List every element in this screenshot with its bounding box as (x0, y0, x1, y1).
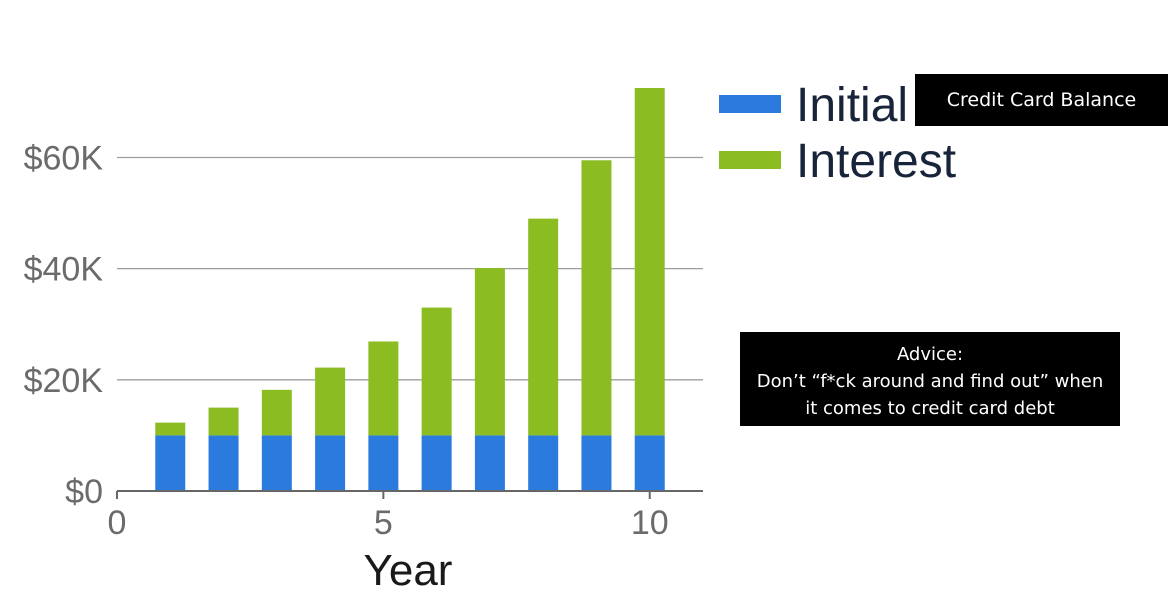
legend-swatch-interest (719, 151, 781, 169)
legend-label-initial: Initial (796, 79, 908, 132)
y-tick-label: $20K (24, 362, 104, 400)
bar-initial (208, 435, 239, 491)
advice-heading: Advice: (896, 344, 964, 365)
bar-initial (261, 435, 292, 491)
bar-interest (528, 218, 559, 436)
bar-initial (421, 435, 452, 491)
y-tick-label: $60K (24, 139, 104, 177)
bar-initial (315, 435, 346, 491)
x-tick-label: 10 (631, 504, 669, 542)
bar-initial (155, 435, 186, 491)
bar-interest (315, 367, 346, 436)
bar-initial (581, 435, 612, 491)
gridlines (117, 156, 703, 381)
bar-interest (474, 268, 505, 436)
legend-label-interest: Interest (796, 135, 956, 188)
bar-interest (261, 389, 292, 436)
bar-interest (634, 88, 665, 436)
bar-initial (474, 435, 505, 491)
advice-line-2: it comes to credit card debt (805, 398, 1055, 419)
advice-note: Advice: Don’t “f*ck around and find out”… (740, 332, 1120, 426)
advice-line-1: Don’t “f*ck around and find out” when (756, 371, 1104, 392)
x-axis-title: Year (364, 546, 453, 595)
y-tick-label: $40K (24, 251, 104, 289)
bar-initial (634, 435, 665, 491)
bar-interest (421, 307, 452, 436)
bar-interest (155, 422, 186, 436)
x-tick-label: 0 (108, 504, 127, 542)
y-tick-label: $0 (65, 473, 103, 511)
legend-swatch-initial (719, 95, 781, 113)
bar-initial (368, 435, 399, 491)
bars (155, 88, 665, 491)
chart-title-text: Credit Card Balance (946, 89, 1137, 111)
y-axis-ticks: $0 $20K $40K $60K (24, 139, 104, 511)
chart-title-label: Credit Card Balance (915, 74, 1168, 126)
bar-interest (208, 407, 239, 436)
x-axis-ticks: 0 5 10 (108, 491, 669, 542)
bar-interest (368, 341, 399, 436)
x-tick-label: 5 (374, 504, 393, 542)
bar-initial (528, 435, 559, 491)
bar-interest (581, 160, 612, 436)
